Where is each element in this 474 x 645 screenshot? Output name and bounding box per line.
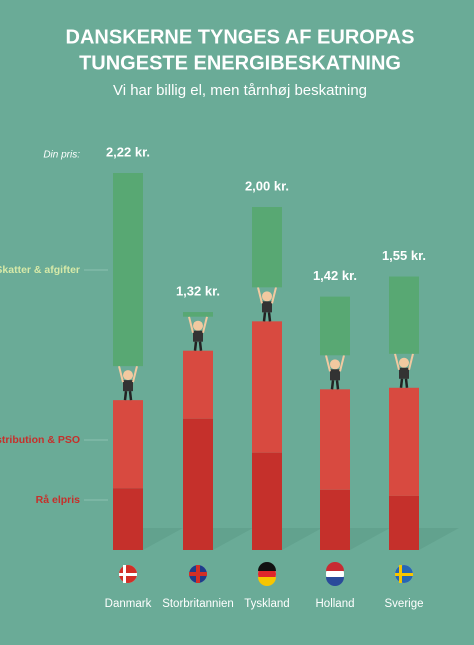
person [118,365,138,401]
head [123,370,133,381]
head [399,357,409,368]
person [257,287,277,322]
total-label: 1,42 kr. [313,268,357,283]
bar-segment [183,350,213,419]
leg [193,341,198,351]
body [193,330,203,342]
bar-segment [183,418,213,550]
bar-segment [113,488,143,550]
head [193,320,203,331]
arm [271,287,277,304]
bar-segment [183,312,213,317]
body [262,301,272,313]
bar-segment [320,489,350,550]
bar-segment [389,387,419,496]
bar-segment [320,389,350,490]
leg [330,380,335,390]
legend-label: Rå elpris [36,494,81,506]
legend-label: Transmission & Distribution & PSO [0,434,80,446]
flag-part [189,572,207,576]
body [399,367,409,379]
title-line: TUNGESTE ENERGIBESKATNING [79,52,401,74]
total-label: 1,55 kr. [382,248,426,263]
arm [202,316,208,333]
subtitle: Vi har billig el, men tårnhøj beskatning [113,82,367,99]
bar-segment [113,173,143,367]
arm [257,287,263,304]
bar-segment [113,400,143,489]
bar-segment [320,296,350,356]
title-line: DANSKERNE TYNGES AF EUROPAS [66,26,415,48]
arm [132,365,138,383]
flag-part [258,562,276,571]
body [330,369,340,381]
flag-part [326,577,344,586]
body [123,380,133,392]
legend-label: Skatter & afgifter [0,264,80,276]
total-label: 2,00 kr. [245,178,289,193]
arm [408,353,414,371]
leg [128,390,133,401]
person [394,353,414,388]
person [325,355,345,390]
leg [123,390,128,401]
arm [118,365,124,383]
flag-part [395,573,413,576]
bar-segment [252,207,282,288]
flag-part [326,562,344,571]
leg [262,312,267,322]
country-label: Sverige [385,598,424,610]
country-label: Holland [316,598,355,610]
arm [188,316,194,333]
arm [339,355,345,372]
person [188,316,208,351]
arm [325,355,331,372]
flag-part [119,573,137,576]
bar-segment [389,495,419,550]
head [262,291,272,302]
bar-segment [252,321,282,453]
leg [399,378,404,388]
leg [267,312,272,322]
country-label: Storbritannien [162,598,234,610]
bar-segment [389,276,419,354]
flag-part [258,577,276,586]
leg [404,378,409,388]
total-label: 2,22 kr. [106,144,150,159]
country-label: Danmark [105,598,152,610]
country-label: Tyskland [244,598,289,610]
leg [198,341,203,351]
bar-segment [252,452,282,550]
total-caption: Din pris: [43,150,80,161]
arm [394,353,400,371]
leg [335,380,340,390]
total-label: 1,32 kr. [176,283,220,298]
head [330,359,340,370]
